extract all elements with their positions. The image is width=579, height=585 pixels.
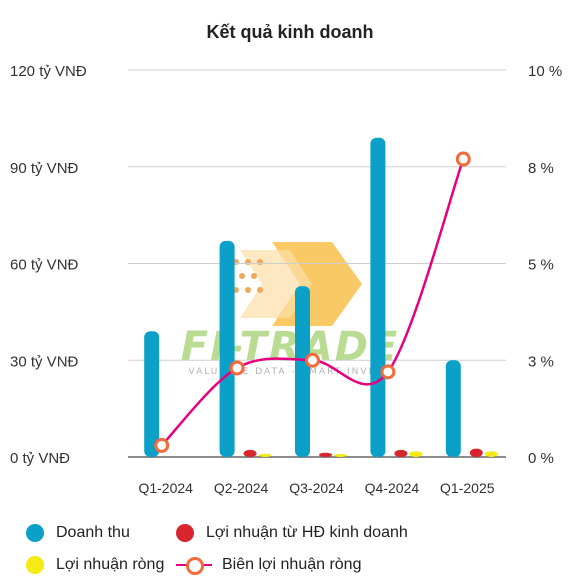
- x-tick-label: Q1-2024: [138, 480, 193, 496]
- fi-trade-watermark: FI-TRADE VALUABLE DATA - SMART INVEST: [181, 242, 400, 377]
- x-tick-label: Q3-2024: [289, 480, 344, 496]
- point-bien-loi-nhuan-rong[interactable]: [380, 364, 396, 380]
- bar-loi-nhuan-hdkd[interactable]: [243, 449, 257, 457]
- y-left-tick-label: 60 tỷ VNĐ: [10, 257, 79, 274]
- y-right-tick-label: 8 %: [528, 160, 554, 177]
- x-tick-label: Q4-2024: [365, 480, 420, 496]
- legend-marker-loi-nhuan-rong: [26, 556, 44, 574]
- legend-label-bien-loi-nhuan-rong: Biên lợi nhuận ròng: [222, 556, 362, 573]
- bar-loi-nhuan-hdkd[interactable]: [319, 452, 332, 457]
- point-bien-loi-nhuan-rong[interactable]: [305, 352, 320, 368]
- bar-doanh-thu[interactable]: [219, 240, 235, 457]
- bar-loi-nhuan-rong[interactable]: [409, 451, 423, 457]
- legend-item-loi-nhuan-rong[interactable]: Lợi nhuận ròng: [26, 554, 176, 576]
- watermark-logo: FI-TRADE: [181, 324, 400, 370]
- chart-title: Kết quả kinh doanh: [206, 22, 373, 42]
- point-bien-loi-nhuan-rong[interactable]: [455, 151, 471, 167]
- bar-doanh-thu[interactable]: [370, 137, 386, 457]
- watermark-tagline: VALUABLE DATA - SMART INVEST: [189, 367, 392, 377]
- legend-label-doanh-thu: Doanh thu: [56, 524, 130, 541]
- y-right-tick-label: 10 %: [528, 63, 562, 80]
- legend-label-loi-nhuan-rong: Lợi nhuận ròng: [56, 556, 165, 573]
- legend-item-bien-loi-nhuan-rong[interactable]: Biên lợi nhuận ròng: [176, 554, 476, 576]
- point-bien-loi-nhuan-rong[interactable]: [229, 360, 245, 376]
- bar-loi-nhuan-rong[interactable]: [334, 454, 347, 457]
- y-right-tick-label: 5 %: [528, 257, 554, 274]
- y-right-tick-label: 0 %: [528, 450, 554, 467]
- bar-doanh-thu[interactable]: [445, 360, 461, 457]
- y-right-tick-label: 3 %: [528, 353, 554, 370]
- bar-loi-nhuan-hdkd[interactable]: [394, 449, 408, 457]
- legend-marker-loi-nhuan-hdkd: [176, 524, 194, 542]
- y-left-tick-label: 30 tỷ VNĐ: [10, 353, 79, 370]
- bar-doanh-thu[interactable]: [144, 331, 160, 457]
- legend-item-loi-nhuan-hdkd[interactable]: Lợi nhuận từ HĐ kinh doanh: [176, 522, 476, 544]
- y-left-tick-label: 90 tỷ VNĐ: [10, 160, 79, 177]
- y-left-tick-label: 120 tỷ VNĐ: [10, 63, 87, 80]
- x-tick-label: Q1-2025: [440, 480, 495, 496]
- legend-marker-bien-loi-nhuan-rong: [176, 556, 212, 575]
- bar-loi-nhuan-rong[interactable]: [258, 453, 272, 457]
- legend-item-doanh-thu[interactable]: Doanh thu: [26, 522, 176, 544]
- legend-marker-doanh-thu: [26, 524, 44, 542]
- x-tick-label: Q2-2024: [214, 480, 269, 496]
- point-bien-loi-nhuan-rong[interactable]: [154, 437, 170, 453]
- legend-label-loi-nhuan-hdkd: Lợi nhuận từ HĐ kinh doanh: [206, 524, 408, 541]
- bar-doanh-thu[interactable]: [295, 286, 310, 457]
- legend: Doanh thu Lợi nhuận từ HĐ kinh doanh Lợi…: [26, 522, 566, 576]
- bar-loi-nhuan-hdkd[interactable]: [469, 448, 483, 457]
- y-left-tick-label: 0 tỷ VNĐ: [10, 450, 70, 467]
- line-bien-loi-nhuan-rong: [160, 158, 465, 447]
- bar-loi-nhuan-rong[interactable]: [484, 451, 498, 457]
